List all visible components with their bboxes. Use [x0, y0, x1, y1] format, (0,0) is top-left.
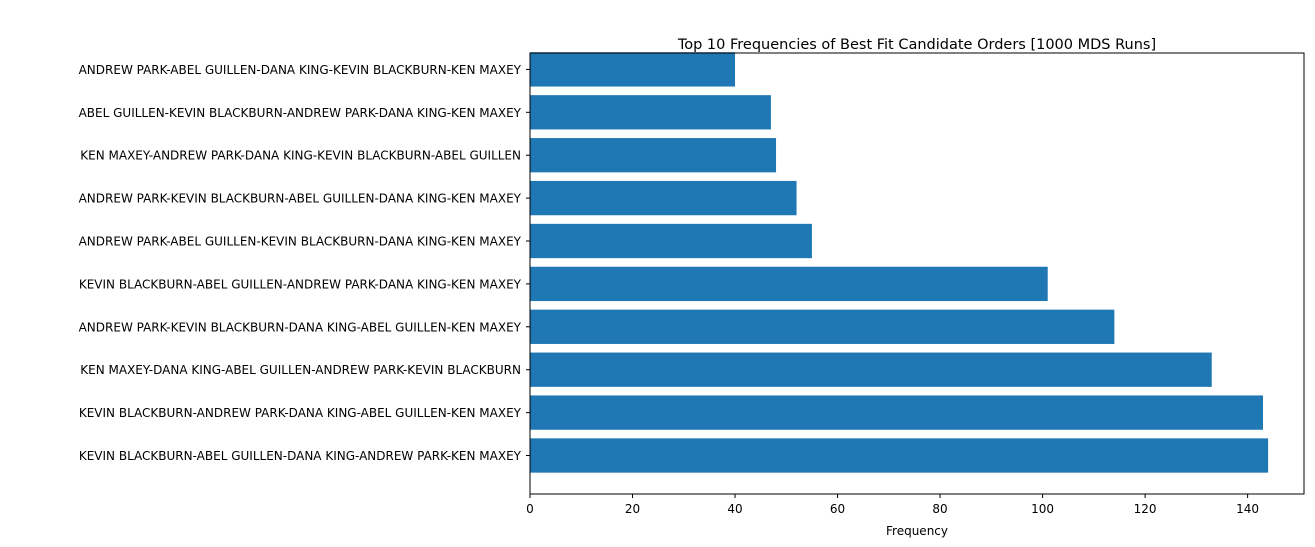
x-tick-label: 120: [1134, 502, 1157, 516]
x-tick-label: 60: [830, 502, 845, 516]
bar-3: [530, 352, 1212, 387]
bar-7: [530, 180, 797, 216]
x-tick-label: 0: [526, 502, 534, 516]
bar-4: [530, 309, 1115, 344]
y-tick-label: KEN MAXEY-ANDREW PARK-DANA KING-KEVIN BL…: [80, 149, 521, 163]
y-tick-label: ANDREW PARK-ABEL GUILLEN-DANA KING-KEVIN…: [79, 63, 522, 77]
x-tick-label: 20: [625, 502, 640, 516]
bar-5: [530, 266, 1048, 302]
x-tick-label: 140: [1236, 502, 1259, 516]
x-tick-label: 100: [1031, 502, 1054, 516]
bar-8: [530, 138, 777, 173]
x-axis-label: Frequency: [886, 524, 948, 538]
y-tick-label: ANDREW PARK-ABEL GUILLEN-KEVIN BLACKBURN…: [79, 235, 522, 249]
y-tick-label: KEVIN BLACKBURN-ABEL GUILLEN-DANA KING-A…: [79, 449, 522, 463]
y-tick-label: KEN MAXEY-DANA KING-ABEL GUILLEN-ANDREW …: [80, 363, 521, 377]
y-tick-label: KEVIN BLACKBURN-ABEL GUILLEN-ANDREW PARK…: [79, 277, 522, 291]
y-tick-label: ABEL GUILLEN-KEVIN BLACKBURN-ANDREW PARK…: [79, 106, 522, 120]
bar-10: [530, 52, 736, 87]
bar-1: [530, 438, 1269, 473]
y-tick-label: KEVIN BLACKBURN-ANDREW PARK-DANA KING-AB…: [79, 406, 522, 420]
x-axis-ticks: 0 20 40 60 80 100 120 140: [526, 494, 1259, 516]
plot-frame: [529, 52, 1305, 495]
bar-6: [530, 223, 812, 259]
y-tick-label: ANDREW PARK-KEVIN BLACKBURN-ABEL GUILLEN…: [79, 192, 522, 206]
bars-layer: [530, 52, 1269, 473]
y-axis-ticks: KEVIN BLACKBURN-ABEL GUILLEN-DANA KING-A…: [79, 63, 530, 463]
x-tick-label: 80: [932, 502, 947, 516]
bar-2: [530, 395, 1263, 430]
x-tick-label: 40: [727, 502, 742, 516]
chart-title: Top 10 Frequencies of Best Fit Candidate…: [677, 37, 1156, 53]
y-tick-label: ANDREW PARK-KEVIN BLACKBURN-DANA KING-AB…: [79, 320, 522, 334]
bar-9: [530, 95, 771, 130]
